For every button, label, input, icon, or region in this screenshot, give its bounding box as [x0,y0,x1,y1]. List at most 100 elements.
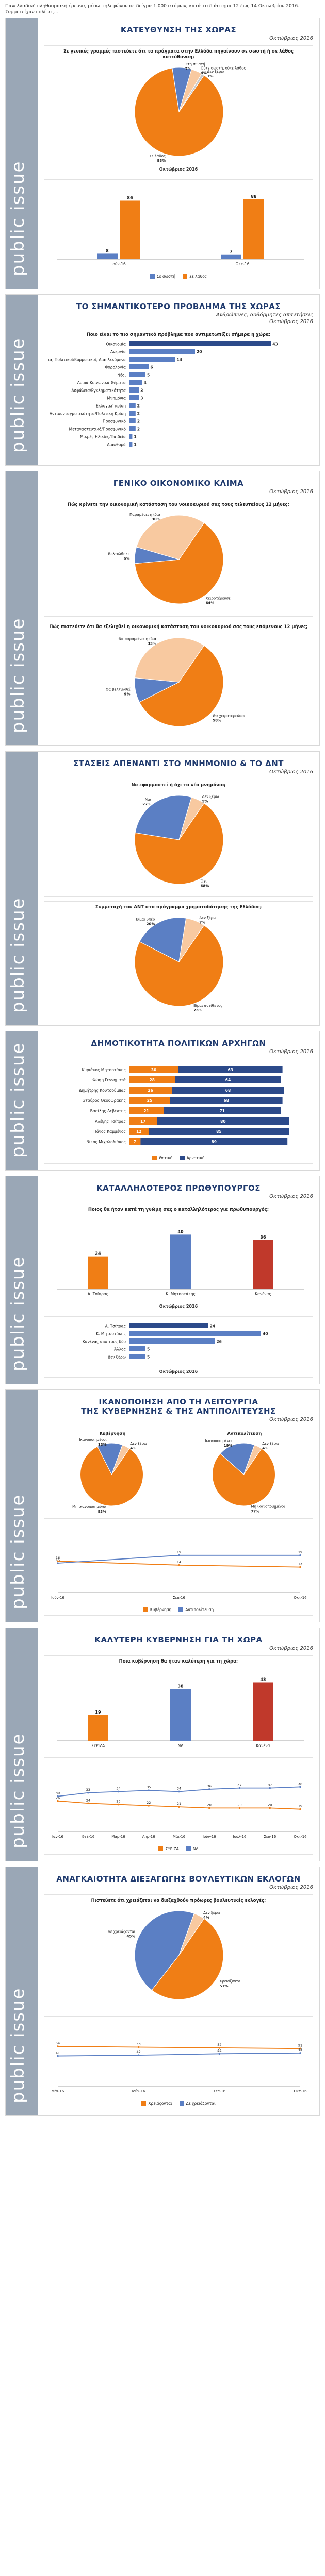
slice-value: 30% [152,518,160,522]
panel-subtitle: Οκτώβριος 2016 [269,1645,313,1651]
slice-label: Δεν ξέρω [202,794,219,799]
slice-label: Ούτε σωστή, ούτε λάθος [201,66,246,71]
bar [97,253,118,260]
segment-value: 68 [224,1098,229,1103]
bar-category-label: Προσφυγικό [103,419,126,424]
watermark-text: public issue [8,160,28,277]
bar [129,426,136,432]
slice-value: 5% [202,799,208,803]
question-text: Να εφαρμοστεί ή όχι το νέο μνημόνιο; [131,782,226,788]
point-value: 19 [298,1804,302,1808]
slice-label: Δεν ξέρω [262,1442,279,1446]
pie-column: Αντιπολίτευση Μη ικανοποιημένοι 77% Ικανοπο… [181,1430,308,1515]
legend-item: Θετική [152,1155,173,1160]
bar-value: 24 [95,1251,101,1256]
stacked-bar-segment [129,1138,141,1145]
panel-2: public issue ΤΟ ΣΗΜΑΝΤΙΚΟΤΕΡΟ ΠΡΟΒΛΗΜΑ ΤΗ… [5,294,320,466]
pie-slice [178,918,205,962]
intro-text: Πανελλαδική πληθυσμιακή έρευνα, μέσω τηλ… [5,4,300,15]
slice-value: 27% [142,802,151,806]
bar-value: 2 [137,427,140,432]
point-value: 15 [56,1558,60,1562]
chart-card: Πιστεύετε ότι χρειάζεται να διεξαχθούν π… [44,1894,313,2012]
bar-category-label: Νέοι [117,373,126,378]
bar [129,349,195,354]
watermark-text: public issue [8,1494,28,1609]
slice-label: Δε χρειάζονται [108,1929,136,1934]
bar-category-label: Βασίλης Λεβέντης [90,1109,126,1113]
pie-label: Κυβέρνηση [99,1431,126,1436]
chart-card: 54 53 52 51 41 42 44 45 Μάι-16 Ιούν-16 Σεπ-16 Οκτ-1… [44,2016,313,2109]
watermark-text: public issue [8,1733,28,1849]
bar-category-label: Διαφθορά [107,443,126,447]
watermark-text: public issue [8,617,28,733]
chart-caption: Οκτώβριος 2016 [159,1369,198,1374]
panel-5: public issue ΔΗΜΟΤΙΚΟΤΗΤΑ ΠΟΛΙΤΙΚΩΝ ΑΡΧΗΓ… [5,1030,320,1171]
chart-card: Κυβέρνηση Μη ικανοποιημένοι 83% Ικανοποιημέ… [44,1426,313,1519]
pie-slice [134,802,224,884]
data-point [218,2046,221,2049]
legend-swatch [150,274,155,279]
slice-value: 83% [98,1510,106,1513]
point-value: 37 [237,1783,241,1787]
category-label: Α. Τσίπρας [88,1292,108,1296]
question-text: Συμμετοχή του ΔΝΤ στο πρόγραμμα χρηματοδ… [95,904,262,910]
segment-value: 71 [220,1109,225,1113]
slice-label: Δεν ξέρω [199,916,216,920]
point-value: 16 [56,1556,60,1560]
bar-value: 5 [147,373,150,378]
data-point [299,1566,301,1568]
bar [129,418,136,424]
point-value: 41 [56,2050,60,2055]
panel-6: public issue ΚΑΤΑΛΛΗΛΟΤΕΡΟΣ ΠΡΩΘΥΠΟΥΡΓΟΣ Ο… [5,1175,320,1384]
question-text: Ποιος θα ήταν κατά τη γνώμη σας ο καταλλ… [88,1207,269,1212]
bar-value: 1 [134,435,136,439]
bar-category-label: Κυβερνητική Ανεπάρκεια, Πολιτικοί/Κομματ… [48,358,126,362]
stacked-bar-segment [129,1117,157,1125]
stacked-bar-segment [172,1086,284,1094]
question-text: Πιστεύετε ότι χρειάζεται να διεξαχθούν π… [91,1897,266,1903]
panel-subtitle: Οκτώβριος 2016 [269,1193,313,1199]
chart-card: Να εφαρμοστεί ή όχι το νέο μνημόνιο; Όχι 6… [44,778,313,897]
segment-value: 28 [150,1078,155,1082]
bar-category-label: Μικρές Ηλικίες/Παιδεία [80,435,126,439]
panel-subtitle: Οκτώβριος 2016 [269,769,313,775]
data-point [208,1807,210,1809]
series-line [57,2052,301,2057]
chart-card: Α. Τσίπρας 24 Κ. Μητσοτάκης 40 Κανένας από τ… [44,1316,313,1378]
slice-label: Στη σωστή [185,63,205,67]
point-value: 52 [217,2043,221,2047]
side-band: public issue [6,471,38,745]
legend-swatch [158,1846,164,1851]
point-value: 20 [268,1803,272,1807]
watermark-text: public issue [8,1042,28,1158]
watermark-text: public issue [8,1256,28,1371]
chart-card: Πώς κρίνετε την οικονομική κατάσταση του… [44,499,313,617]
bar [129,364,149,370]
segment-value: 12 [136,1129,141,1134]
panel-inner: ΑΝΑΓΚΑΙΟΤΗΤΑ ΔΙΕΞΑΓΩΓΗΣ ΒΟΥΛΕΥΤΙΚΩΝ ΕΚΛΟ… [44,1867,313,2115]
point-value: 38 [298,1782,302,1786]
panel-3: public issue ΓΕΝΙΚΟ ΟΙΚΟΝΟΜΙΚΟ ΚΛΙΜΑ Οκτώβ… [5,471,320,746]
x-tick-label: Φεβ-16 [82,1835,95,1839]
legend-label: ΣΥΡΙΖΑ [165,1846,179,1851]
x-tick-label: Μάι-16 [52,2089,64,2093]
category-label: Κανένα [256,1743,270,1748]
side-band: public issue [6,751,38,1025]
slice-value: 20% [147,922,155,926]
bar-category-label: Πάνος Καμμένος [93,1129,126,1134]
data-point [238,1807,241,1809]
bar-value: 19 [95,1710,101,1715]
bar [221,255,241,260]
panel-9: public issue ΑΝΑΓΚΑΙΟΤΗΤΑ ΔΙΕΞΑΓΩΓΗΣ ΒΟΥΛ… [5,1866,320,2116]
bar-value: 8 [106,249,109,253]
stacked-bar-segment [170,1096,283,1104]
bar-value: 86 [127,196,133,200]
panel-title: ΚΑΛΥΤΕΡΗ ΚΥΒΕΡΝΗΣΗ ΓΙΑ ΤΗ ΧΩΡΑ [94,1635,263,1645]
question-text: Πώς πιστεύετε ότι θα εξελιχθεί η οικονομ… [49,624,308,630]
slice-label: Θα βελτιωθεί [106,687,131,691]
side-band: public issue [6,1628,38,1861]
chart-card: 16 14 13 15 19 19 Ιούν-16 Σεπ-16 Οκτ-16 Κυβέρνηση… [44,1522,313,1616]
panel-inner: ΓΕΝΙΚΟ ΟΙΚΟΝΟΜΙΚΟ ΚΛΙΜΑ Οκτώβριος 2016 Πώς… [44,471,313,745]
